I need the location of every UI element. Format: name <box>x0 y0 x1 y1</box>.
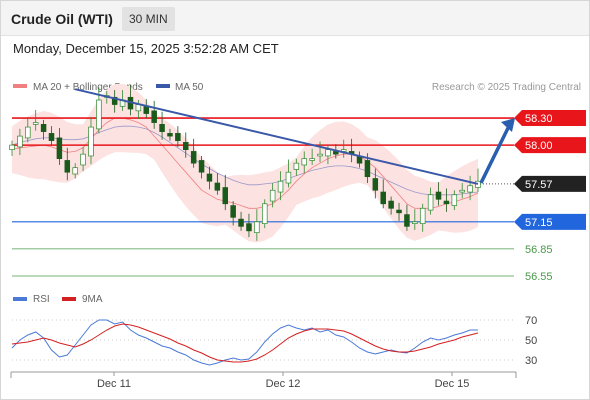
chart-datetime: Monday, December 15, 2025 3:52:28 AM CET <box>13 41 279 56</box>
price-tag-58.30 <box>514 110 586 127</box>
price-label-56.55: 56.55 <box>525 271 553 283</box>
candle-body <box>427 194 434 211</box>
candle-body <box>388 200 394 209</box>
rsi-tick-30: 30 <box>525 355 537 367</box>
candle-body <box>293 162 300 170</box>
rsi-legend-swatch <box>13 297 27 301</box>
candle-body <box>9 144 15 150</box>
candle-body <box>364 160 371 178</box>
candle-body <box>48 133 55 141</box>
candle-body <box>443 200 450 205</box>
candle-body <box>111 96 118 105</box>
candle-body <box>412 221 418 224</box>
x-tick-label: Dec 15 <box>435 378 470 390</box>
candle-body <box>451 194 458 206</box>
instrument-title: Crude Oil (WTI) <box>11 11 113 27</box>
candle-body <box>277 180 284 193</box>
projection-arrow <box>479 123 512 184</box>
candle-body <box>80 153 86 166</box>
x-tick-label: Dec 12 <box>266 378 301 390</box>
candle-body <box>396 209 402 214</box>
chart-header: Crude Oil (WTI) 30 MIN <box>1 1 589 36</box>
candle-body <box>40 124 47 132</box>
price-label-57.15: 57.15 <box>525 217 553 229</box>
candle-body <box>151 110 157 123</box>
ma50-legend-swatch <box>156 84 170 88</box>
rsi-legend-label: RSI <box>33 294 50 305</box>
candle-body <box>380 191 386 205</box>
candle-body <box>435 191 442 200</box>
candle-body <box>64 160 71 173</box>
price-label-58.30: 58.30 <box>525 113 553 125</box>
copyright-text: Research © 2025 Trading Central <box>432 82 581 93</box>
candle-body <box>17 135 23 148</box>
candle-body <box>214 182 221 191</box>
bollinger-band <box>12 83 478 243</box>
price-tag-58.00 <box>514 137 586 154</box>
candle-body <box>143 105 150 114</box>
candle-body <box>206 173 213 182</box>
candle-body <box>175 133 181 141</box>
candle-body <box>285 171 292 184</box>
candle-body <box>325 149 331 157</box>
candle-body <box>88 126 94 157</box>
candle-body <box>159 124 165 132</box>
rsi-line <box>11 319 478 366</box>
rsi-ma-line <box>11 323 479 363</box>
candle-body <box>72 167 78 175</box>
candle-body <box>32 122 39 125</box>
rsi-ma-legend-swatch <box>62 297 76 301</box>
candle-body <box>198 160 205 173</box>
ma20-legend-label: MA 20 + Bollinger Bands <box>33 82 143 93</box>
candle-body <box>404 214 410 227</box>
candle-body <box>230 205 236 218</box>
candle-body <box>309 158 315 161</box>
candle-body <box>135 104 142 112</box>
candle-body <box>96 99 102 130</box>
candle-body <box>459 189 465 193</box>
candle-body <box>372 178 379 191</box>
candle-body <box>183 142 189 150</box>
trendline <box>74 88 479 185</box>
rsi-tick-50: 50 <box>525 335 537 347</box>
timeframe-button[interactable]: 30 MIN <box>122 7 175 31</box>
price-label-58.00: 58.00 <box>525 140 553 152</box>
projection-arrowhead <box>501 118 515 133</box>
price-tag-57.57 <box>514 175 586 192</box>
ma20-legend-swatch <box>13 84 27 88</box>
candle-body <box>246 223 252 232</box>
candle-body <box>467 185 473 193</box>
candle-body <box>56 137 63 160</box>
candle-body <box>301 158 307 166</box>
x-tick-label: Dec 11 <box>97 378 131 390</box>
price-label-56.85: 56.85 <box>525 244 553 256</box>
rsi-ma-legend-label: 9MA <box>82 294 103 305</box>
candle-body <box>25 126 31 139</box>
ma50-legend-label: MA 50 <box>175 82 204 93</box>
candle-body <box>222 187 229 205</box>
price-tag-57.15 <box>514 213 586 230</box>
candle-body <box>190 151 197 164</box>
candle-body <box>317 153 323 157</box>
candle-body <box>269 189 276 202</box>
candle-body <box>261 203 268 224</box>
candle-body <box>238 218 244 227</box>
candle-body <box>419 207 426 224</box>
rsi-tick-70: 70 <box>525 315 537 327</box>
candle-body <box>167 133 173 137</box>
price-label-57.57: 57.57 <box>525 179 553 191</box>
candle-body <box>254 221 260 234</box>
